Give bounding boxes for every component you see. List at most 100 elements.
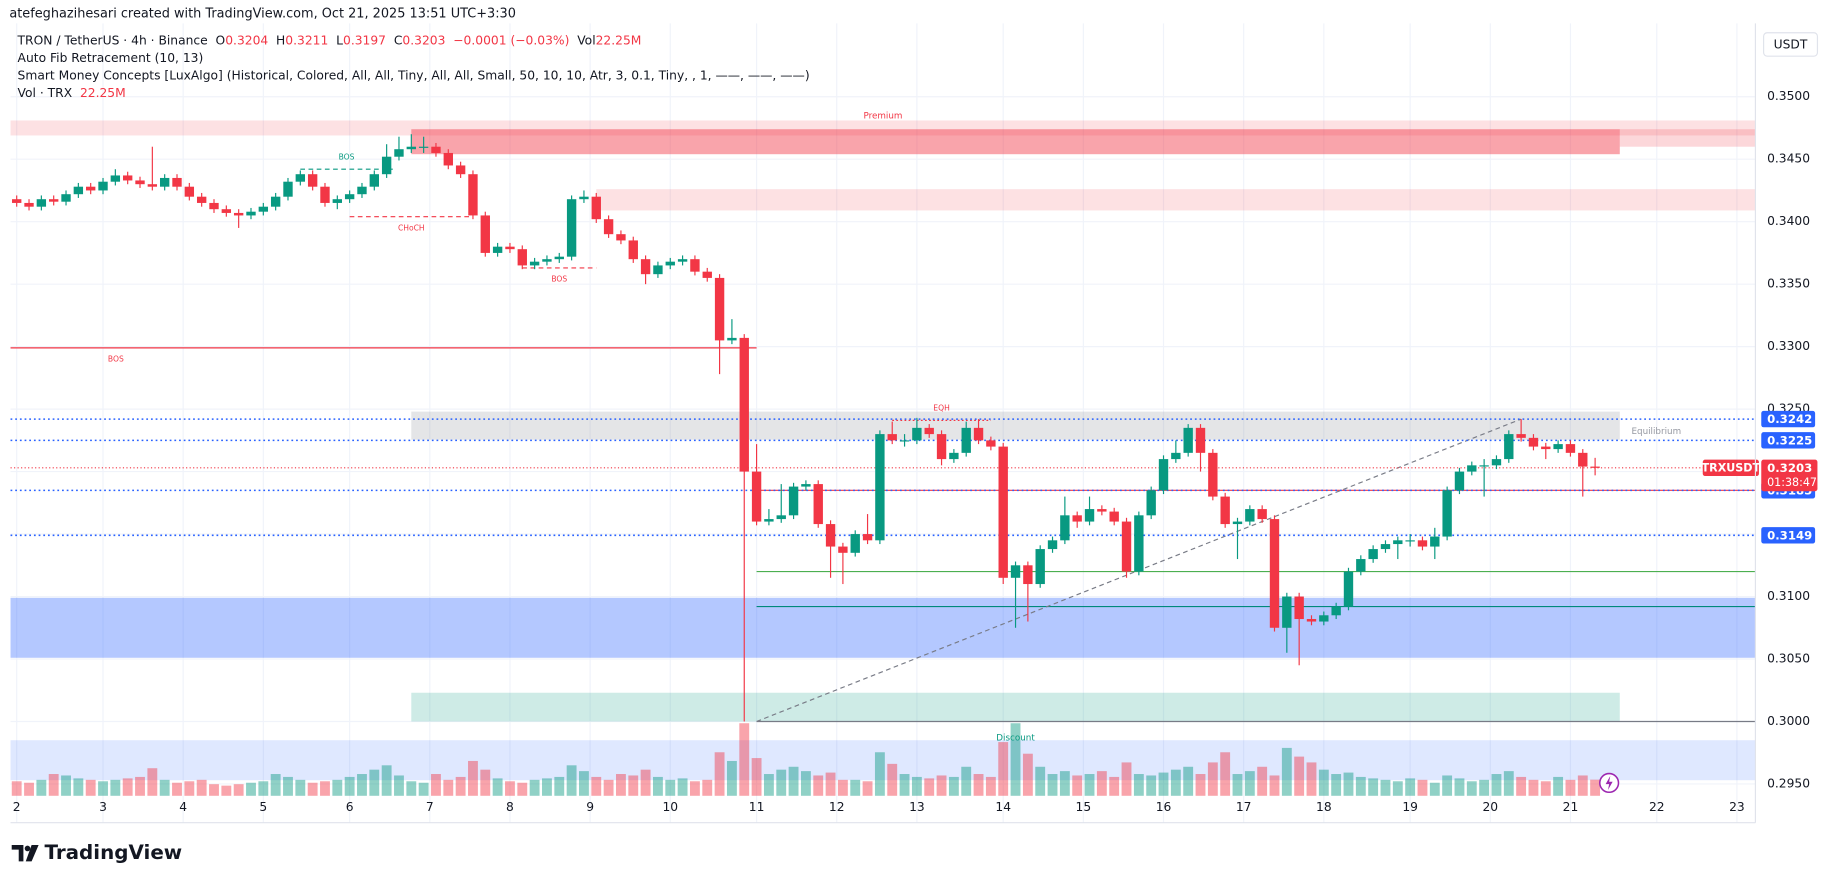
lines: BOS CHoCH BOS BOS EQH	[10, 153, 1756, 723]
volume-value: 22.25M	[79, 86, 126, 101]
x-tick-label: 10	[662, 800, 678, 814]
volume-bar	[837, 779, 848, 796]
volume-bar	[579, 771, 589, 796]
candle-body	[49, 199, 59, 202]
volume-bar	[209, 784, 219, 796]
brand-logo: TradingView	[11, 841, 182, 864]
candle-body	[924, 427, 934, 435]
candle-body	[677, 259, 688, 262]
x-tick-label: 21	[1563, 800, 1579, 814]
legend-label: C	[393, 33, 403, 48]
candle-body	[973, 427, 984, 441]
currency-button[interactable]	[1763, 32, 1819, 57]
volume-bar	[320, 781, 330, 796]
volume-bar	[1392, 781, 1403, 796]
volume-bar	[924, 778, 935, 796]
candle-body	[86, 186, 96, 191]
candle-body	[492, 246, 503, 253]
candle-body	[1208, 452, 1218, 497]
x-tick-label: 20	[1482, 800, 1498, 814]
candle-body	[209, 202, 219, 210]
candle-body	[998, 446, 1008, 578]
volume-title: Vol · TRX	[17, 86, 73, 101]
volume-bar	[1405, 778, 1416, 796]
candle-body	[98, 181, 108, 191]
zone-label: Equilibrium	[1631, 427, 1681, 437]
volume-bar	[973, 774, 984, 796]
volume-bar	[1035, 766, 1046, 796]
volume-bar	[936, 775, 947, 796]
volume-bar	[948, 776, 959, 796]
volume-bar	[1158, 772, 1169, 796]
volume-bar	[763, 774, 774, 796]
volume-bar	[307, 782, 318, 796]
legend-label: L	[336, 33, 344, 48]
y-tick-label: 0.3450	[1767, 152, 1810, 166]
candle-body	[1158, 459, 1169, 491]
candle-body	[295, 174, 306, 182]
volume-bar	[1269, 775, 1280, 796]
candle-body	[357, 186, 367, 195]
volume-bar	[911, 776, 922, 796]
candle-body	[1183, 427, 1193, 453]
volume-bar	[1590, 779, 1601, 796]
candle-body	[1319, 615, 1329, 622]
volume-bar	[172, 782, 182, 796]
candle-body	[1294, 596, 1304, 620]
legend-value: 0.3211	[285, 33, 329, 48]
volume-bar	[529, 779, 540, 796]
candle-body	[653, 265, 663, 275]
volume-bar	[899, 774, 910, 796]
structure-label: BOS	[339, 153, 355, 162]
volume-bar	[381, 765, 392, 796]
volume-bar	[1170, 769, 1181, 796]
axes: 0.29500.30000.30500.31000.31500.32000.32…	[13, 89, 1818, 814]
candle-body	[406, 146, 416, 150]
candle-body	[1097, 509, 1107, 512]
x-tick-label: 19	[1402, 800, 1418, 814]
volume-bar	[221, 785, 232, 796]
candle-body	[1171, 452, 1181, 460]
candle-body	[36, 199, 47, 207]
candle-body	[1578, 452, 1588, 467]
volume-bar	[505, 781, 515, 796]
candle-body	[1220, 496, 1230, 525]
candle-body	[776, 515, 786, 520]
zone-label: Premium	[863, 111, 902, 121]
zone	[411, 692, 1620, 722]
candle-body	[936, 434, 947, 460]
candle-body	[1467, 465, 1477, 472]
candle-body	[24, 202, 34, 207]
candle-body	[1479, 465, 1489, 467]
volume-bar	[196, 779, 207, 796]
candle-body	[640, 259, 651, 275]
volume-bar	[566, 765, 577, 796]
zone	[10, 740, 1756, 781]
candle-body	[986, 440, 996, 447]
volume-bar	[862, 781, 873, 796]
volume-bar	[628, 775, 639, 796]
volume-bar	[542, 778, 552, 796]
volume-bar	[1318, 769, 1329, 796]
candle-body	[1541, 446, 1551, 450]
last-price-tag	[1761, 459, 1818, 492]
candle-body	[1528, 437, 1539, 447]
volume-bar	[665, 779, 676, 796]
price-tag	[1761, 410, 1816, 428]
x-tick-label: 18	[1316, 800, 1332, 814]
volume-bar	[431, 774, 441, 796]
volume-bar	[1207, 762, 1218, 796]
volume-bar	[1109, 776, 1120, 796]
volume	[11, 723, 1601, 796]
candle-body	[12, 199, 22, 203]
candle-body	[912, 427, 922, 441]
candle-body	[751, 471, 762, 522]
candle-body	[443, 152, 453, 166]
volume-bar	[887, 763, 898, 796]
volume-bar	[73, 778, 84, 796]
structure-label: BOS	[551, 275, 567, 284]
zone	[596, 189, 1756, 211]
candle-body	[1553, 444, 1563, 450]
candle-body	[135, 180, 145, 185]
candles	[12, 134, 1600, 722]
